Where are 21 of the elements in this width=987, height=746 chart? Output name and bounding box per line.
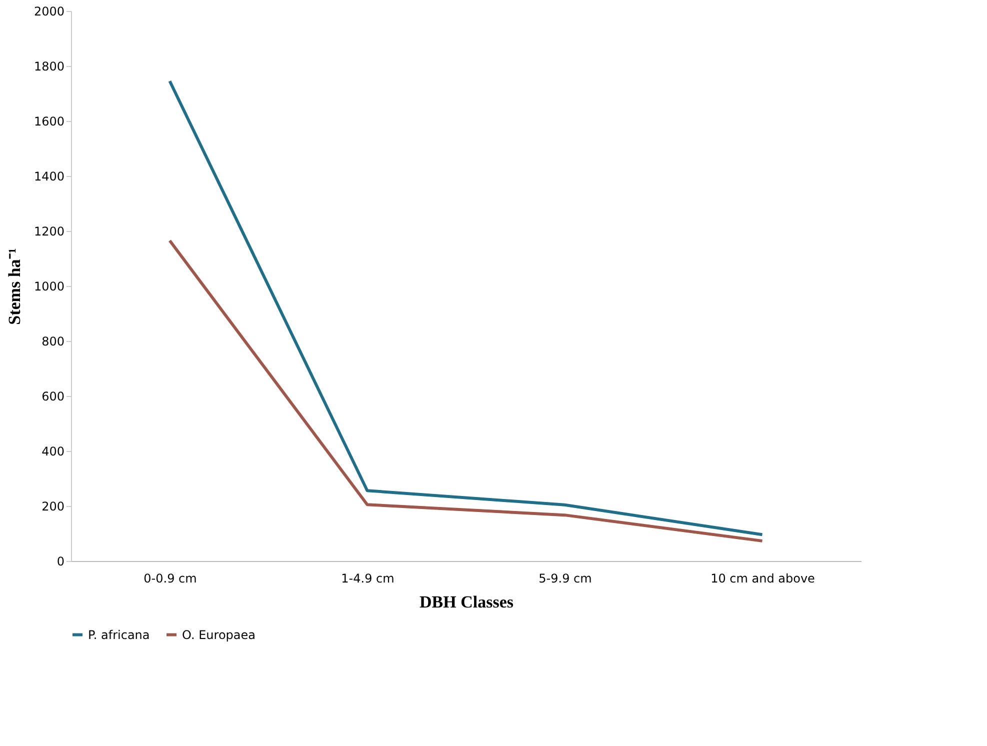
legend-label: O. Europaea — [182, 628, 256, 642]
y-tick-label: 800 — [42, 334, 64, 348]
y-tick-label: 600 — [42, 390, 64, 404]
x-tick-label: 5-9.9 cm — [538, 572, 592, 586]
y-tick-label: 1800 — [34, 60, 64, 74]
x-tick-label: 0-0.9 cm — [144, 572, 197, 586]
y-tick-label: 200 — [42, 500, 64, 514]
y-tick-label: 2000 — [34, 4, 64, 18]
legend-label: P. africana — [88, 628, 150, 642]
y-tick-label: 400 — [42, 444, 64, 458]
line-series — [168, 239, 764, 542]
y-tick-label: 0 — [56, 554, 64, 568]
y-tick-label: 1600 — [34, 114, 64, 128]
y-axis-title: Stems ha⁻¹ — [4, 248, 24, 325]
y-tick-label: 1400 — [34, 170, 64, 184]
x-axis-title: DBH Classes — [420, 592, 514, 612]
x-tick-label: 10 cm and above — [710, 572, 815, 586]
x-tick-label: 1-4.9 cm — [341, 572, 394, 586]
y-tick-label: 1000 — [34, 280, 64, 294]
y-tick-label: 1200 — [34, 224, 64, 238]
line-series — [168, 80, 764, 536]
